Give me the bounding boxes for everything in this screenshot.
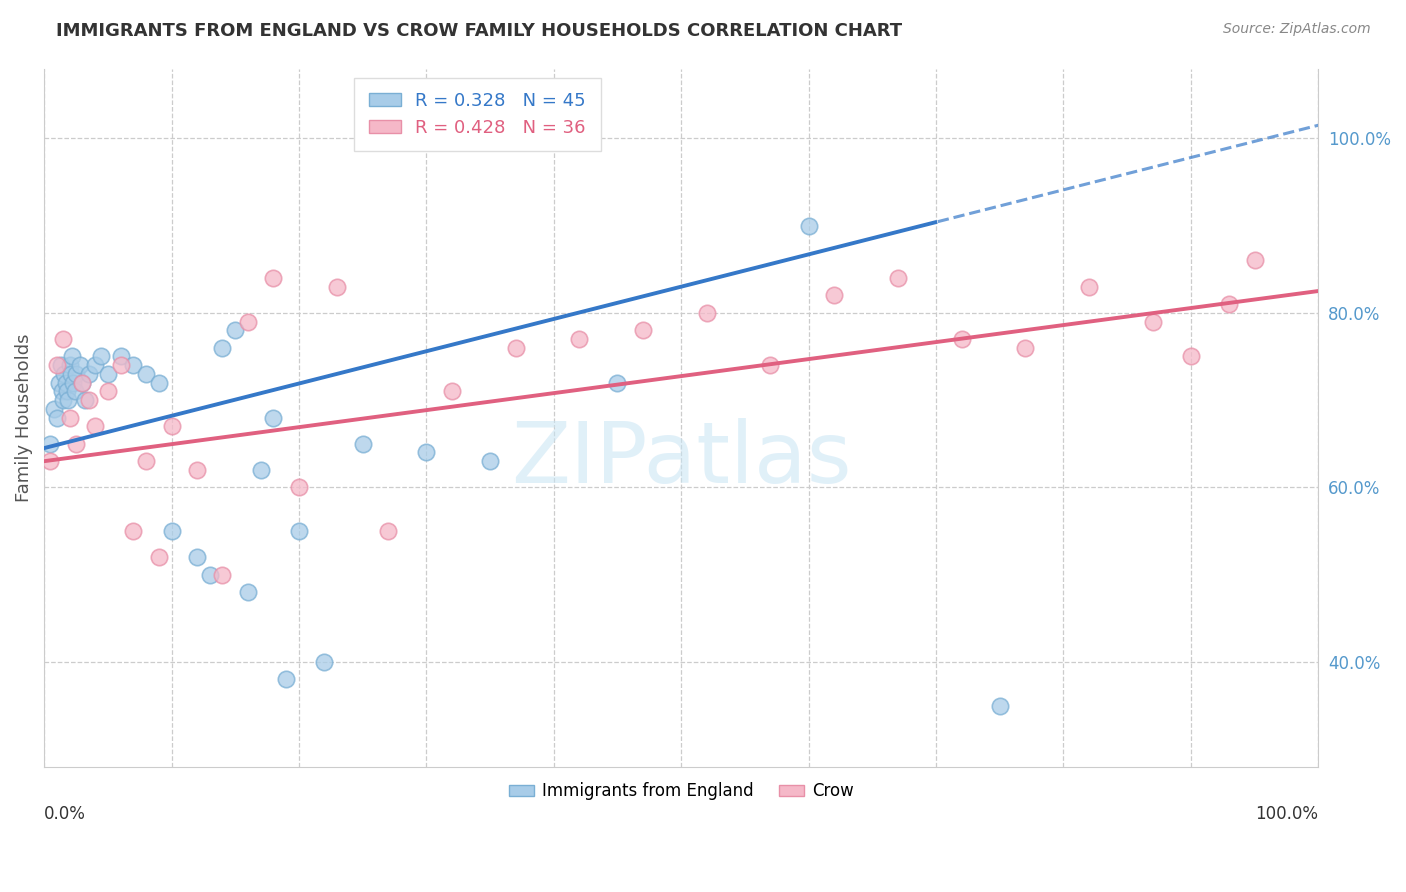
Text: ZIPatlas: ZIPatlas — [510, 418, 852, 501]
Text: IMMIGRANTS FROM ENGLAND VS CROW FAMILY HOUSEHOLDS CORRELATION CHART: IMMIGRANTS FROM ENGLAND VS CROW FAMILY H… — [56, 22, 903, 40]
Y-axis label: Family Households: Family Households — [15, 334, 32, 502]
Point — [415, 445, 437, 459]
Point — [72, 376, 94, 390]
Point — [1180, 350, 1202, 364]
Point — [65, 367, 87, 381]
Point — [160, 419, 183, 434]
Point — [696, 306, 718, 320]
Point — [276, 673, 298, 687]
Point — [48, 376, 70, 390]
Point — [568, 332, 591, 346]
Point — [39, 454, 62, 468]
Point — [797, 219, 820, 233]
Point — [45, 358, 67, 372]
Point — [262, 271, 284, 285]
Text: 0.0%: 0.0% — [44, 805, 86, 823]
Point — [377, 524, 399, 538]
Point — [77, 367, 100, 381]
Point — [55, 376, 77, 390]
Point — [988, 698, 1011, 713]
Point — [631, 323, 654, 337]
Legend: Immigrants from England, Crow: Immigrants from England, Crow — [502, 776, 860, 807]
Point — [288, 480, 311, 494]
Point — [950, 332, 973, 346]
Point — [52, 393, 75, 408]
Point — [45, 410, 67, 425]
Point — [262, 410, 284, 425]
Point — [505, 341, 527, 355]
Point — [60, 350, 83, 364]
Point — [135, 367, 157, 381]
Point — [97, 367, 120, 381]
Point — [236, 585, 259, 599]
Point — [84, 358, 107, 372]
Point — [1243, 253, 1265, 268]
Point — [314, 655, 336, 669]
Point — [65, 436, 87, 450]
Point — [51, 384, 73, 399]
Text: 100.0%: 100.0% — [1256, 805, 1319, 823]
Point — [479, 454, 502, 468]
Point — [135, 454, 157, 468]
Point — [606, 376, 628, 390]
Point — [39, 436, 62, 450]
Point — [58, 410, 80, 425]
Point — [1142, 315, 1164, 329]
Point — [73, 393, 96, 408]
Point — [759, 358, 782, 372]
Point — [1014, 341, 1036, 355]
Point — [211, 341, 233, 355]
Point — [52, 332, 75, 346]
Point — [58, 393, 80, 408]
Point — [288, 524, 311, 538]
Point — [44, 401, 66, 416]
Point — [1218, 297, 1240, 311]
Point — [56, 384, 79, 399]
Point — [72, 376, 94, 390]
Point — [59, 367, 82, 381]
Point — [249, 463, 271, 477]
Point — [90, 350, 112, 364]
Point — [63, 384, 86, 399]
Point — [69, 358, 91, 372]
Point — [110, 358, 132, 372]
Point — [823, 288, 845, 302]
Point — [352, 436, 374, 450]
Point — [887, 271, 910, 285]
Point — [97, 384, 120, 399]
Point — [49, 358, 72, 372]
Point — [62, 376, 84, 390]
Point — [58, 358, 80, 372]
Point — [77, 393, 100, 408]
Point — [148, 550, 170, 565]
Point — [53, 367, 76, 381]
Text: Source: ZipAtlas.com: Source: ZipAtlas.com — [1223, 22, 1371, 37]
Point — [160, 524, 183, 538]
Point — [186, 550, 208, 565]
Point — [122, 358, 145, 372]
Point — [1077, 279, 1099, 293]
Point — [440, 384, 463, 399]
Point — [122, 524, 145, 538]
Point — [84, 419, 107, 434]
Point — [211, 567, 233, 582]
Point — [148, 376, 170, 390]
Point — [326, 279, 349, 293]
Point — [224, 323, 246, 337]
Point — [236, 315, 259, 329]
Point — [110, 350, 132, 364]
Point — [186, 463, 208, 477]
Point — [198, 567, 221, 582]
